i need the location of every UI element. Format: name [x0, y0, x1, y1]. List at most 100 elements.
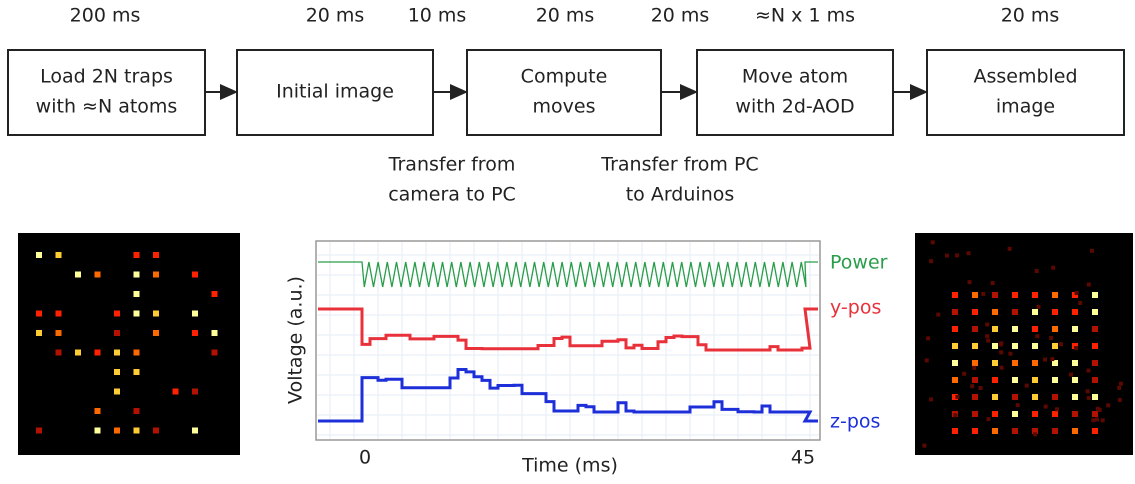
- atom: [192, 330, 198, 336]
- atom: [1072, 326, 1078, 332]
- noise: [1016, 403, 1020, 407]
- atom: [134, 252, 140, 258]
- atom: [1032, 377, 1038, 383]
- noise: [966, 251, 970, 255]
- atom: [134, 311, 140, 317]
- atom: [1012, 309, 1018, 315]
- timing-label: 20 ms: [306, 5, 365, 27]
- atom: [114, 369, 120, 375]
- noise: [1101, 418, 1105, 422]
- noise: [1069, 373, 1073, 377]
- atom: [192, 272, 198, 278]
- atom: [1072, 394, 1078, 400]
- atom: [1032, 343, 1038, 349]
- atom: [1052, 292, 1058, 298]
- atom: [972, 343, 978, 349]
- atom: [192, 389, 198, 395]
- noise: [1035, 334, 1039, 338]
- atom: [1032, 360, 1038, 366]
- atom: [114, 311, 120, 317]
- atom: [1032, 309, 1038, 315]
- atom: [134, 408, 140, 414]
- atom: [153, 330, 159, 336]
- transfer-label: camera to PC: [388, 184, 516, 206]
- atom: [134, 369, 140, 375]
- timing-label: 200 ms: [70, 5, 141, 27]
- atom: [36, 428, 42, 434]
- atom: [972, 326, 978, 332]
- step-box: [927, 50, 1124, 135]
- noise: [970, 384, 974, 388]
- atom: [992, 309, 998, 315]
- atom: [1092, 394, 1098, 400]
- noise: [1087, 396, 1091, 400]
- atom: [153, 272, 159, 278]
- x-tick-label: 0: [359, 447, 371, 469]
- noise: [968, 280, 972, 284]
- noise: [1044, 405, 1048, 409]
- noise: [1119, 382, 1123, 386]
- atom: [1032, 326, 1038, 332]
- timing-label: 20 ms: [1001, 5, 1060, 27]
- atom: [992, 394, 998, 400]
- atom: [952, 428, 958, 434]
- noise: [1033, 432, 1037, 436]
- noise: [953, 413, 957, 417]
- atom: [134, 350, 140, 356]
- atom: [1092, 326, 1098, 332]
- atom: [1072, 309, 1078, 315]
- noise: [929, 259, 933, 263]
- atom: [36, 330, 42, 336]
- atom: [134, 428, 140, 434]
- atom: [1012, 292, 1018, 298]
- atom: [153, 252, 159, 258]
- atom: [992, 377, 998, 383]
- noise: [1043, 358, 1047, 362]
- step-label: with 2d-AOD: [735, 96, 854, 118]
- atom: [114, 330, 120, 336]
- noise: [962, 372, 966, 376]
- transfer-label: Transfer from PC: [600, 154, 758, 176]
- atom: [1092, 377, 1098, 383]
- transfer-label: to Arduinos: [626, 184, 735, 206]
- noise: [945, 254, 949, 258]
- noise: [1117, 386, 1121, 390]
- atom: [1012, 411, 1018, 417]
- noise: [1000, 366, 1004, 370]
- atom: [173, 389, 179, 395]
- atom: [1032, 411, 1038, 417]
- noise: [955, 253, 959, 257]
- atom: [1092, 428, 1098, 434]
- atom: [1052, 394, 1058, 400]
- noise: [991, 281, 995, 285]
- atom: [1012, 394, 1018, 400]
- atom: [1052, 326, 1058, 332]
- noise: [972, 366, 976, 370]
- atom: [56, 252, 62, 258]
- trace-label: Power: [830, 252, 888, 274]
- atom: [1012, 428, 1018, 434]
- step-label: Assembled: [973, 66, 1077, 88]
- noise: [1106, 403, 1110, 407]
- atom: [952, 377, 958, 383]
- noise: [999, 342, 1003, 346]
- y-axis-label: Voltage (a.u.): [285, 276, 307, 404]
- trace-label: y-pos: [830, 297, 881, 319]
- atom: [192, 428, 198, 434]
- atom: [56, 350, 62, 356]
- atom: [952, 292, 958, 298]
- atom: [1092, 411, 1098, 417]
- atom: [1052, 428, 1058, 434]
- atom: [134, 291, 140, 297]
- x-tick-label: 45: [791, 447, 815, 469]
- noise: [1055, 407, 1059, 411]
- noise: [1051, 266, 1055, 270]
- step-label: Move atom: [742, 66, 848, 88]
- atom: [95, 272, 101, 278]
- atom: [1092, 292, 1098, 298]
- noise: [985, 322, 989, 326]
- atom: [192, 311, 198, 317]
- atom: [114, 389, 120, 395]
- atom: [75, 350, 81, 356]
- figure: 200 ms20 ms10 ms20 ms20 ms≈N x 1 ms20 ms…: [0, 0, 1135, 484]
